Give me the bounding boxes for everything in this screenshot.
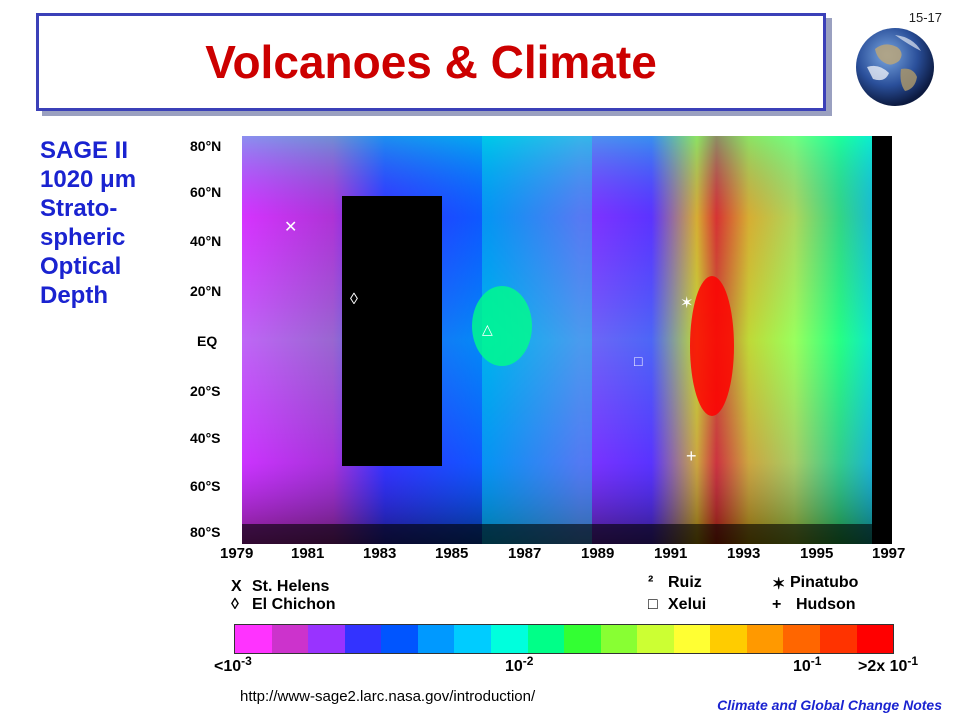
legend-el-chichon: El Chichon — [252, 596, 336, 613]
year-label: 1997 — [872, 545, 906, 562]
legend-marker: ² — [648, 574, 654, 591]
year-label: 1991 — [654, 545, 688, 562]
colorbar-label: 10-2 — [505, 654, 533, 676]
latitude-label: 60°N — [190, 184, 222, 200]
colorbar — [234, 624, 894, 654]
source-url: http://www-sage2.larc.nasa.gov/introduct… — [240, 688, 536, 705]
legend-xelui: Xelui — [668, 596, 707, 613]
side-label-line: Depth — [40, 282, 108, 309]
legend-marker: ◊ — [231, 596, 239, 613]
colorbar-swatch — [564, 625, 601, 653]
legend-marker: ✶ — [772, 576, 786, 593]
legend-ruiz: Ruiz — [668, 574, 702, 591]
colorbar-swatch — [783, 625, 820, 653]
svg-text:✶: ✶ — [680, 295, 693, 312]
legend-marker: □ — [648, 596, 658, 613]
svg-text:+: + — [686, 446, 697, 466]
latitude-label: 80°N — [190, 138, 222, 154]
colorbar-swatch — [344, 625, 382, 653]
latitude-label: 20°N — [190, 283, 222, 299]
year-label: 1981 — [291, 545, 325, 562]
latitude-label: EQ — [197, 333, 218, 349]
year-label: 1985 — [435, 545, 469, 562]
title-box: Volcanoes & Climate — [36, 13, 826, 111]
legend-marker: X — [231, 578, 242, 595]
legend-left — [226, 576, 384, 616]
colorbar-swatch — [856, 625, 894, 653]
colorbar-swatch — [308, 625, 345, 653]
svg-text:◊: ◊ — [350, 291, 358, 308]
footer-text: Climate and Global Change Notes — [717, 697, 942, 713]
colorbar-swatch — [637, 625, 674, 653]
svg-text:✕: ✕ — [284, 219, 297, 236]
side-label: SAGE II 1020 μm Strato- spheric Optical … — [40, 136, 180, 310]
year-label: 1983 — [363, 545, 397, 562]
legend-right — [460, 576, 906, 616]
side-label-line: SAGE II — [40, 137, 129, 164]
colorbar-swatch — [271, 625, 309, 653]
legend-marker: + — [772, 596, 782, 613]
latitude-label: 40°N — [190, 233, 222, 249]
year-label: 1993 — [727, 545, 761, 562]
colorbar-swatch — [235, 625, 272, 653]
colorbar-swatch — [527, 625, 565, 653]
colorbar-label: <10-3 — [214, 654, 252, 676]
svg-text:△: △ — [482, 321, 493, 337]
latitude-label: 60°S — [190, 478, 221, 494]
year-label: 1989 — [581, 545, 615, 562]
colorbar-label-exp: -1 — [810, 654, 822, 668]
colorbar-label-base: <10 — [214, 658, 242, 675]
globe-icon — [856, 28, 934, 106]
slide-title: Volcanoes & Climate — [205, 36, 657, 88]
colorbar-label-exp: -1 — [907, 654, 919, 668]
legend-pinatubo: Pinatubo — [790, 574, 859, 591]
colorbar-label-base: 10 — [505, 658, 523, 675]
year-label: 1979 — [220, 545, 254, 562]
side-label-line: spheric — [40, 224, 126, 251]
side-label-line: 1020 μm — [40, 166, 137, 193]
colorbar-swatch — [600, 625, 638, 653]
colorbar-label-exp: -3 — [241, 654, 252, 668]
colorbar-swatch — [673, 625, 711, 653]
optical-depth-map: ✕ ◊ △ □ ✶ + — [242, 136, 892, 544]
side-label-line: Optical — [40, 253, 122, 280]
colorbar-label-exp: -2 — [522, 654, 534, 668]
year-label: 1987 — [508, 545, 542, 562]
colorbar-swatch — [710, 625, 747, 653]
colorbar-label: >2x 10-1 — [858, 654, 918, 676]
latitude-label: 20°S — [190, 383, 221, 399]
colorbar-swatch — [417, 625, 455, 653]
colorbar-swatch — [820, 625, 857, 653]
colorbar-swatch — [454, 625, 491, 653]
colorbar-swatch — [746, 625, 784, 653]
svg-text:□: □ — [634, 353, 643, 369]
legend-st-helens: St. Helens — [252, 578, 330, 595]
slide-number: 15-17 — [908, 10, 942, 25]
latitude-label: 40°S — [190, 430, 221, 446]
latitude-label: 80°S — [190, 524, 221, 540]
colorbar-swatch — [381, 625, 418, 653]
colorbar-swatch — [490, 625, 528, 653]
legend-hudson: Hudson — [796, 596, 856, 613]
colorbar-label: 10-1 — [793, 654, 821, 676]
side-label-line: Strato- — [40, 195, 118, 222]
year-label: 1995 — [800, 545, 834, 562]
colorbar-label-base: >2x 10 — [858, 658, 908, 675]
colorbar-label-base: 10 — [793, 658, 811, 675]
